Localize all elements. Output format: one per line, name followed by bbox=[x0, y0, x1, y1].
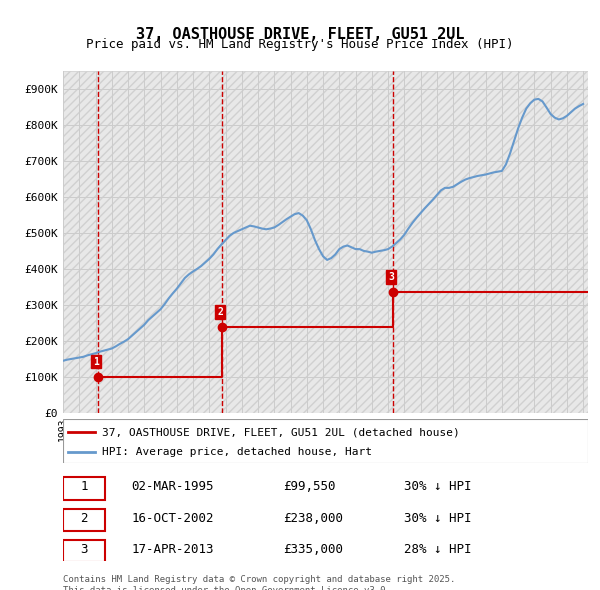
Text: Price paid vs. HM Land Registry's House Price Index (HPI): Price paid vs. HM Land Registry's House … bbox=[86, 38, 514, 51]
Text: 37, OASTHOUSE DRIVE, FLEET, GU51 2UL: 37, OASTHOUSE DRIVE, FLEET, GU51 2UL bbox=[136, 27, 464, 41]
Text: 3: 3 bbox=[80, 543, 88, 556]
FancyBboxPatch shape bbox=[63, 540, 105, 562]
Text: 37, OASTHOUSE DRIVE, FLEET, GU51 2UL (detached house): 37, OASTHOUSE DRIVE, FLEET, GU51 2UL (de… bbox=[103, 427, 460, 437]
Text: 3: 3 bbox=[388, 272, 394, 281]
FancyBboxPatch shape bbox=[63, 509, 105, 531]
Text: £99,550: £99,550 bbox=[284, 480, 336, 493]
FancyBboxPatch shape bbox=[63, 419, 588, 463]
Text: 16-OCT-2002: 16-OCT-2002 bbox=[131, 512, 214, 525]
Bar bbox=[63, 71, 588, 413]
Text: 1: 1 bbox=[80, 480, 88, 493]
Text: 1: 1 bbox=[94, 356, 99, 366]
Text: 30% ↓ HPI: 30% ↓ HPI bbox=[404, 480, 472, 493]
Text: Contains HM Land Registry data © Crown copyright and database right 2025.
This d: Contains HM Land Registry data © Crown c… bbox=[63, 575, 455, 590]
Text: 30% ↓ HPI: 30% ↓ HPI bbox=[404, 512, 472, 525]
Text: 28% ↓ HPI: 28% ↓ HPI bbox=[404, 543, 472, 556]
Text: £335,000: £335,000 bbox=[284, 543, 343, 556]
FancyBboxPatch shape bbox=[0, 0, 600, 516]
FancyBboxPatch shape bbox=[63, 477, 105, 500]
Text: 2: 2 bbox=[217, 307, 223, 317]
Text: 2: 2 bbox=[80, 512, 88, 525]
Text: £238,000: £238,000 bbox=[284, 512, 343, 525]
Text: HPI: Average price, detached house, Hart: HPI: Average price, detached house, Hart bbox=[103, 447, 373, 457]
Text: 02-MAR-1995: 02-MAR-1995 bbox=[131, 480, 214, 493]
Text: 17-APR-2013: 17-APR-2013 bbox=[131, 543, 214, 556]
